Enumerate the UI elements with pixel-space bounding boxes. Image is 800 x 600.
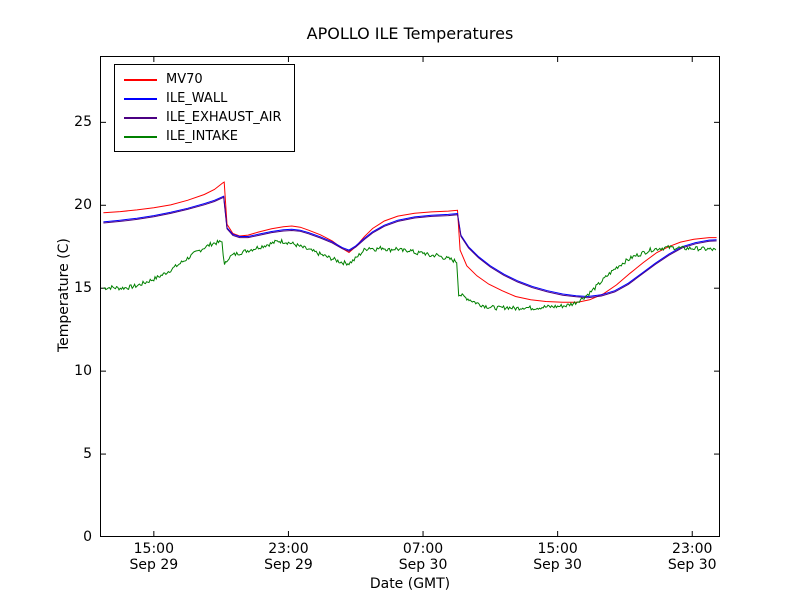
x-axis-label: Date (GMT) [369, 576, 451, 592]
legend-label-ile-intake: ILE_INTAKE [166, 129, 238, 144]
axes-frame [100, 56, 720, 537]
x-tick-date: Sep 29 [129, 557, 179, 573]
x-tick-date: Sep 30 [533, 557, 582, 573]
legend-row-ile-intake: ILE_INTAKE [124, 127, 282, 146]
legend-swatch-ile-exhaust-air [124, 116, 157, 119]
series-line-mv70 [103, 181, 717, 303]
x-tick-label: 15:00 Sep 30 [518, 541, 598, 573]
x-tick-date: Sep 30 [398, 557, 448, 573]
x-tick-date: Sep 29 [264, 557, 313, 573]
legend-row-ile-exhaust-air: ILE_EXHAUST_AIR [124, 108, 282, 127]
y-tick-label: 5 [83, 446, 92, 463]
chart-title: APOLLO ILE Temperatures [306, 24, 514, 43]
legend-swatch-ile-intake [124, 135, 157, 138]
y-tick-label: 0 [83, 529, 92, 545]
x-tick-date: Sep 30 [667, 557, 717, 573]
x-tick-time: 23:00 [672, 541, 713, 557]
legend: MV70 ILE_WALL ILE_EXHAUST_AIR ILE_INTAKE [114, 64, 295, 152]
x-tick-time: 15:00 [537, 541, 578, 557]
series-line-ile-wall [103, 195, 717, 298]
plot-canvas [100, 56, 720, 537]
x-tick-label: 23:00 Sep 29 [248, 541, 328, 573]
x-tick-time: 07:00 [402, 541, 444, 557]
y-tick-label: 20 [74, 197, 92, 214]
series-line-ile-exhaust-air [103, 196, 717, 299]
x-tick-time: 15:00 [133, 541, 174, 557]
legend-swatch-ile-wall [124, 97, 157, 100]
legend-row-ile-wall: ILE_WALL [124, 89, 282, 108]
y-tick-label: 15 [74, 280, 92, 297]
x-tick-label: 15:00 Sep 29 [114, 541, 194, 573]
legend-label-ile-exhaust-air: ILE_EXHAUST_AIR [166, 110, 282, 125]
legend-label-mv70: MV70 [166, 72, 203, 87]
series-line-ile-intake [103, 238, 717, 312]
x-tick-time: 23:00 [268, 541, 309, 557]
x-tick-label: 23:00 Sep 30 [652, 541, 732, 573]
legend-swatch-mv70 [124, 78, 157, 81]
y-tick-label: 10 [74, 363, 92, 380]
plot-area: MV70 ILE_WALL ILE_EXHAUST_AIR ILE_INTAKE [100, 56, 720, 537]
x-tick-label: 07:00 Sep 30 [383, 541, 463, 573]
legend-row-mv70: MV70 [124, 70, 282, 89]
y-tick-label: 25 [74, 114, 92, 131]
legend-label-ile-wall: ILE_WALL [166, 91, 228, 106]
